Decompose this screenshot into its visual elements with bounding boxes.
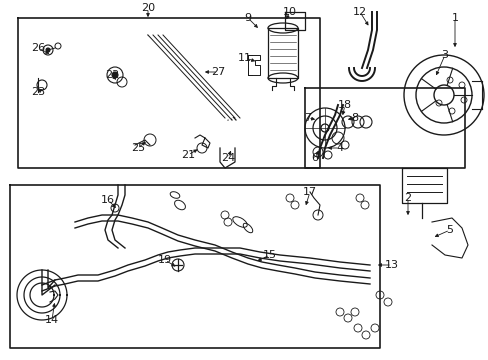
Text: 15: 15 bbox=[263, 250, 276, 260]
Text: 12: 12 bbox=[352, 7, 366, 17]
Text: 7: 7 bbox=[304, 113, 311, 123]
Text: 23: 23 bbox=[31, 87, 45, 97]
Text: 14: 14 bbox=[45, 315, 59, 325]
Text: 9: 9 bbox=[244, 13, 251, 23]
Circle shape bbox=[112, 72, 118, 78]
Polygon shape bbox=[148, 30, 235, 122]
Circle shape bbox=[46, 48, 50, 52]
Text: 3: 3 bbox=[441, 50, 447, 60]
Text: 17: 17 bbox=[303, 187, 316, 197]
Text: 18: 18 bbox=[337, 100, 351, 110]
Text: 10: 10 bbox=[283, 7, 296, 17]
Text: 20: 20 bbox=[141, 3, 155, 13]
Text: 16: 16 bbox=[101, 195, 115, 205]
Text: 11: 11 bbox=[238, 53, 251, 63]
Text: 13: 13 bbox=[384, 260, 398, 270]
Text: 24: 24 bbox=[221, 153, 235, 163]
Text: 19: 19 bbox=[158, 255, 172, 265]
Text: 25: 25 bbox=[131, 143, 145, 153]
Text: 8: 8 bbox=[351, 113, 358, 123]
Text: 4: 4 bbox=[336, 143, 343, 153]
Text: 6: 6 bbox=[311, 153, 318, 163]
Text: 22: 22 bbox=[104, 70, 119, 80]
Text: 5: 5 bbox=[446, 225, 452, 235]
Text: 1: 1 bbox=[450, 13, 458, 23]
Text: 21: 21 bbox=[181, 150, 195, 160]
Text: 26: 26 bbox=[31, 43, 45, 53]
Text: 2: 2 bbox=[404, 193, 411, 203]
Text: 27: 27 bbox=[210, 67, 224, 77]
